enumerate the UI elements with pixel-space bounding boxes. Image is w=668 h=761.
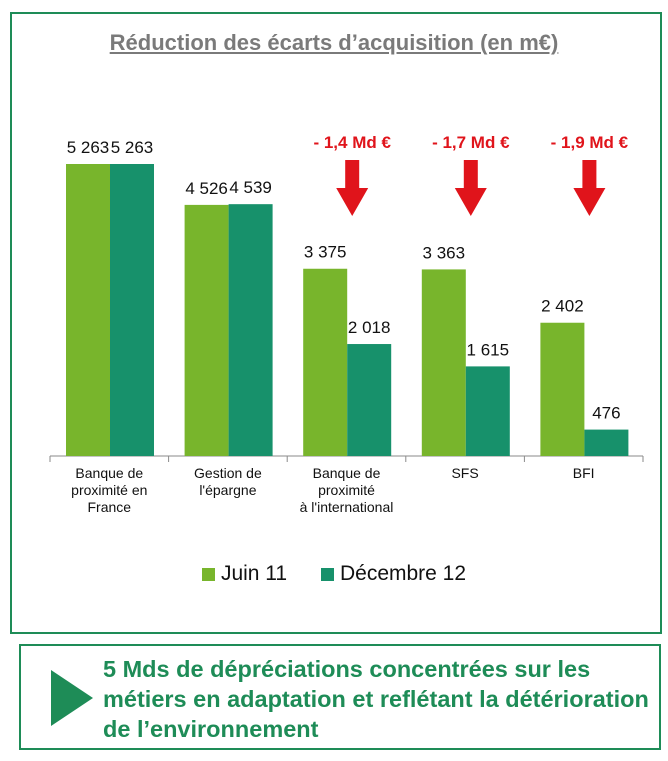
bar-dec-1 <box>228 204 273 456</box>
category-label: Banque de <box>75 465 143 481</box>
legend-item-dec: Décembre 12 <box>320 562 467 586</box>
bar-dec-3 <box>465 366 510 456</box>
down-arrow-icon <box>336 160 369 216</box>
category-label: proximité en <box>71 482 147 498</box>
data-label: 5 263 <box>111 138 154 157</box>
category-label: proximité <box>318 482 375 498</box>
bar-juin-4 <box>540 322 585 456</box>
chart-title: Réduction des écarts d’acquisition (en m… <box>109 30 559 55</box>
data-label: 4 526 <box>185 179 228 198</box>
down-arrow-icon <box>454 160 487 216</box>
bar-dec-4 <box>584 429 629 456</box>
category-label: l'épargne <box>199 482 256 498</box>
category-label: Banque de <box>313 465 381 481</box>
legend-swatch-juin <box>201 568 215 582</box>
data-label: 5 263 <box>67 138 110 157</box>
category-label: Gestion de <box>194 465 262 481</box>
bar-juin-2 <box>303 268 348 456</box>
bar-juin-1 <box>184 204 229 456</box>
category-label: SFS <box>451 465 478 481</box>
delta-label: - 1,9 Md € <box>551 133 629 152</box>
callout-text: 5 Mds de dépréciations concentrées sur l… <box>103 656 649 742</box>
down-arrow-icon <box>573 160 606 216</box>
legend-item-juin: Juin 11 <box>201 562 288 586</box>
bar-dec-2 <box>347 344 392 456</box>
data-label: 3 363 <box>423 243 466 262</box>
legend-label-juin: Juin 11 <box>220 562 288 586</box>
data-label: 4 539 <box>229 178 272 197</box>
category-label: France <box>88 499 132 515</box>
data-label: 3 375 <box>304 243 347 262</box>
callout-box: 5 Mds de dépréciations concentrées sur l… <box>19 644 661 750</box>
legend-swatch-dec <box>320 568 334 582</box>
delta-label: - 1,7 Md € <box>432 133 510 152</box>
data-label: 1 615 <box>467 340 510 359</box>
legend-label-dec: Décembre 12 <box>339 562 467 586</box>
category-label: à l'international <box>300 499 394 515</box>
data-label: 2 402 <box>541 297 584 316</box>
bar-dec-0 <box>110 164 154 456</box>
play-arrow-icon <box>51 670 93 726</box>
data-label: 476 <box>592 404 620 423</box>
chart-legend: Juin 11 Décembre 12 <box>0 562 668 586</box>
data-label: 2 018 <box>348 318 391 337</box>
category-label: BFI <box>573 465 595 481</box>
delta-label: - 1,4 Md € <box>313 133 391 152</box>
bar-juin-3 <box>421 269 466 456</box>
bar-juin-0 <box>66 164 110 456</box>
